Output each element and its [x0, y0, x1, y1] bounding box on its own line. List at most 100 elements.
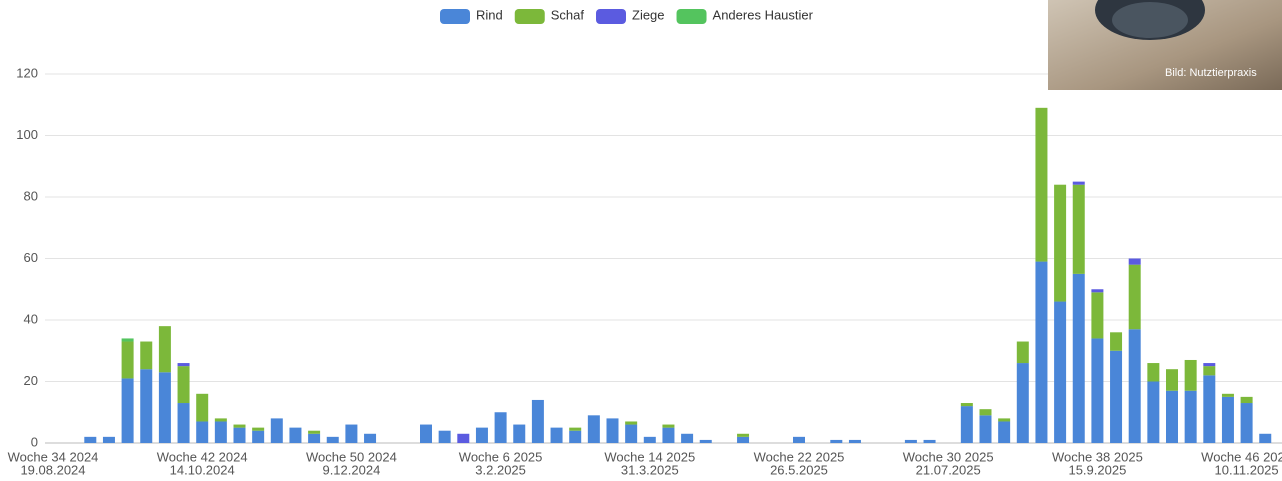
bar — [439, 431, 451, 443]
bar — [1203, 363, 1215, 366]
bar — [345, 425, 357, 443]
bar — [1241, 397, 1253, 403]
bar — [998, 418, 1010, 421]
bar — [737, 434, 749, 437]
bar — [178, 403, 190, 443]
bar — [625, 425, 637, 443]
x-tick-label: 10.11.2025 — [1215, 462, 1279, 477]
bar — [178, 363, 190, 366]
bar — [1110, 351, 1122, 443]
bar — [1203, 375, 1215, 443]
bar — [1185, 391, 1197, 443]
bar — [1110, 332, 1122, 350]
bar — [215, 421, 227, 443]
photo: Bild: Nutztierpraxis — [1048, 0, 1282, 90]
bar — [551, 428, 563, 443]
y-tick-label: 0 — [31, 434, 38, 449]
bar — [252, 431, 264, 443]
bar — [1054, 302, 1066, 443]
bar — [308, 434, 320, 443]
bar — [159, 326, 171, 372]
bar — [122, 378, 134, 443]
x-tick-label: 21.07.2025 — [916, 462, 981, 477]
bar — [793, 437, 805, 443]
bar — [980, 409, 992, 415]
chart: 020406080100120Woche 34 202419.08.2024Wo… — [0, 0, 1282, 481]
legend-swatch — [596, 9, 626, 24]
bar — [588, 415, 600, 443]
bar — [662, 428, 674, 443]
bar — [1129, 265, 1141, 330]
bar — [178, 366, 190, 403]
y-tick-label: 100 — [16, 127, 38, 142]
x-tick-label: 9.12.2024 — [322, 462, 380, 477]
bar — [849, 440, 861, 443]
bar — [140, 342, 152, 370]
bar — [1073, 185, 1085, 274]
bar — [1222, 394, 1234, 397]
bar — [1147, 382, 1159, 444]
bar — [140, 369, 152, 443]
bar — [122, 338, 134, 341]
bar — [924, 440, 936, 443]
bar — [234, 425, 246, 428]
bar — [607, 418, 619, 443]
bar — [980, 415, 992, 443]
bar — [308, 431, 320, 434]
legend-label: Anderes Haustier — [713, 7, 814, 22]
bar — [998, 421, 1010, 443]
bar — [84, 437, 96, 443]
bar — [681, 434, 693, 443]
legend-label: Ziege — [632, 7, 665, 22]
bar — [625, 421, 637, 424]
bar — [252, 428, 264, 431]
bar — [476, 428, 488, 443]
bar — [289, 428, 301, 443]
bar — [1091, 292, 1103, 338]
x-tick-label: 14.10.2024 — [170, 462, 235, 477]
bar — [1073, 274, 1085, 443]
bar — [1054, 185, 1066, 302]
bar — [234, 428, 246, 443]
bar — [364, 434, 376, 443]
bar — [1259, 434, 1271, 443]
y-tick-label: 80 — [24, 188, 38, 203]
legend-label: Rind — [476, 7, 503, 22]
legend-label: Schaf — [551, 7, 585, 22]
bar — [327, 437, 339, 443]
bar — [1091, 338, 1103, 443]
legend-swatch — [677, 9, 707, 24]
bar — [495, 412, 507, 443]
bar — [905, 440, 917, 443]
x-tick-label: 19.08.2024 — [20, 462, 85, 477]
bar — [420, 425, 432, 443]
bar — [569, 428, 581, 431]
bar — [1129, 259, 1141, 265]
y-tick-label: 120 — [16, 65, 38, 80]
bar — [532, 400, 544, 443]
bar — [1203, 366, 1215, 375]
bar — [1017, 342, 1029, 364]
x-tick-label: 3.2.2025 — [475, 462, 526, 477]
bar — [1073, 182, 1085, 185]
bar — [1166, 369, 1178, 391]
x-tick-label: 26.5.2025 — [770, 462, 828, 477]
bar — [1129, 329, 1141, 443]
bar — [662, 425, 674, 428]
legend: Rind Schaf Ziege Anderes Haustier — [440, 7, 814, 24]
bar — [1017, 363, 1029, 443]
bar — [644, 437, 656, 443]
x-tick-label: 31.3.2025 — [621, 462, 679, 477]
bar — [457, 434, 469, 443]
bar — [1222, 397, 1234, 443]
bar — [1091, 289, 1103, 292]
bar — [159, 372, 171, 443]
bar — [830, 440, 842, 443]
x-tick-label: 15.9.2025 — [1068, 462, 1126, 477]
bar — [1166, 391, 1178, 443]
bar — [569, 431, 581, 443]
legend-swatch — [440, 9, 470, 24]
bar — [271, 418, 283, 443]
bar — [215, 418, 227, 421]
